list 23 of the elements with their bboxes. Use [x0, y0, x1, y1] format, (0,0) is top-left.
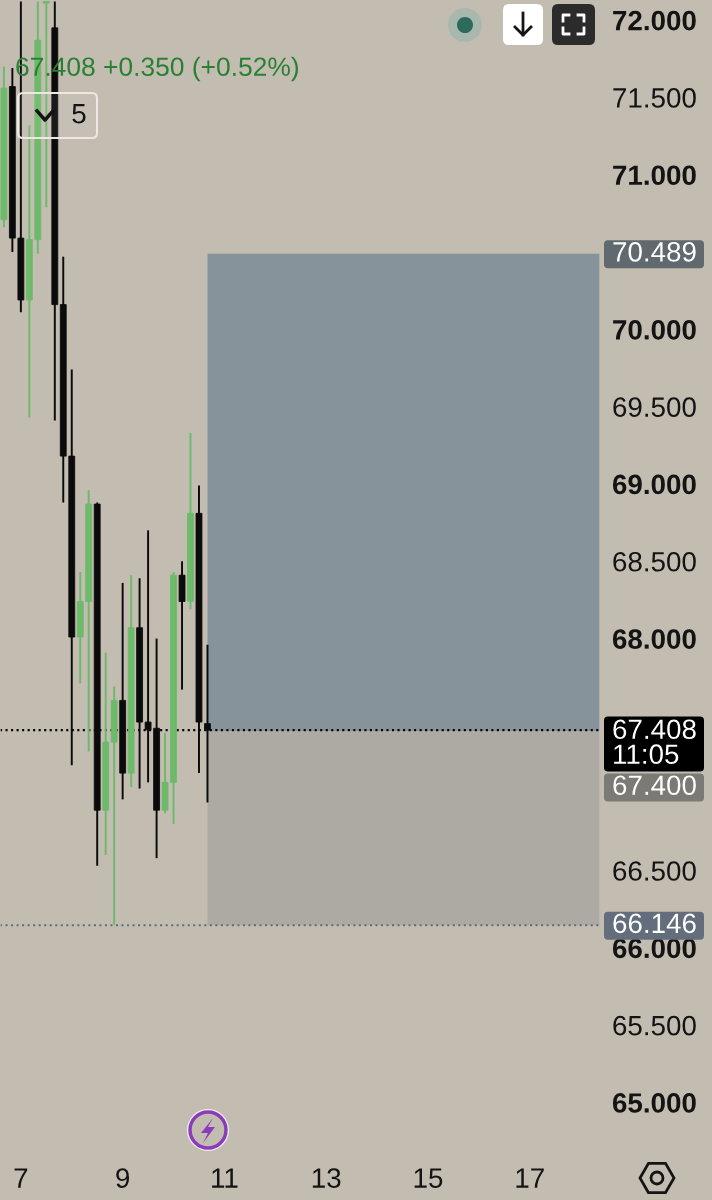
band-label: 67.400: [613, 775, 696, 796]
y-tick-label: 70.000: [613, 320, 696, 340]
ref-line-label: 66.146: [613, 913, 696, 934]
x-tick-label: 17: [516, 1168, 544, 1188]
y-tick-label: 71.500: [613, 88, 696, 108]
y-tick-label: 71.000: [613, 165, 696, 186]
y-tick-label: 68.000: [612, 629, 696, 649]
y-tick-label: 69.500: [613, 397, 696, 417]
y-tick-label: 68.500: [613, 551, 696, 572]
x-tick-label: 13: [312, 1168, 341, 1188]
band-label: 70.489: [613, 242, 696, 262]
y-tick-label: 66.500: [613, 861, 696, 881]
x-tick-label: 7: [14, 1168, 28, 1188]
x-tick-label: 9: [116, 1168, 130, 1188]
ref-line-label: 67.408 11:05: [613, 719, 696, 765]
y-tick-label: 65.000: [612, 1093, 696, 1113]
x-tick-label: 15: [414, 1168, 443, 1188]
y-tick-label: 72.000: [613, 10, 696, 31]
y-tick-label: 65.500: [613, 1015, 696, 1036]
annotation: 5: [72, 104, 86, 124]
x-tick-label: 11: [212, 1168, 238, 1188]
y-tick-label: 69.000: [612, 474, 696, 495]
y-tick-label: 66.000: [612, 938, 696, 959]
